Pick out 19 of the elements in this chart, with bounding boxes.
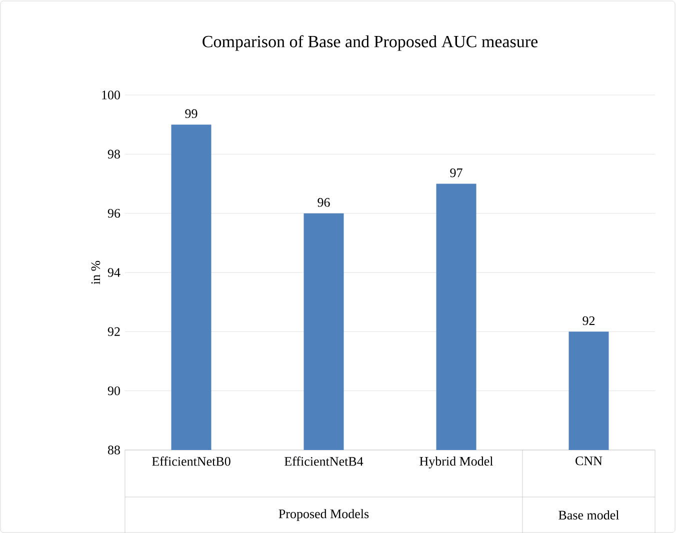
text: Proposed Models (278, 509, 369, 521)
data-label: 92 (582, 316, 595, 326)
x-tick-label: EfficientNetB0 (152, 456, 230, 466)
text: Base model (558, 510, 620, 520)
y-tick-label: 92 (108, 327, 120, 336)
data-label: 96 (318, 198, 330, 207)
y-axis-title: in % (91, 260, 100, 284)
data-label: 99 (185, 109, 198, 118)
x-tick-label: Hybrid Model (420, 456, 493, 468)
y-tick-label: 88 (108, 446, 120, 454)
x-tick-label: CNN (576, 456, 602, 466)
x-tick-label: EfficientNetB4 (284, 456, 364, 466)
data-label: 97 (450, 168, 462, 178)
y-tick-label: 96 (108, 208, 120, 218)
y-tick-label: 90 (108, 386, 120, 396)
chart-title: Comparison of Base and Proposed AUC measure (202, 35, 538, 51)
y-tick-label: 100 (102, 90, 120, 100)
y-tick-label: 98 (108, 150, 120, 158)
y-tick-label: 94 (108, 268, 120, 277)
